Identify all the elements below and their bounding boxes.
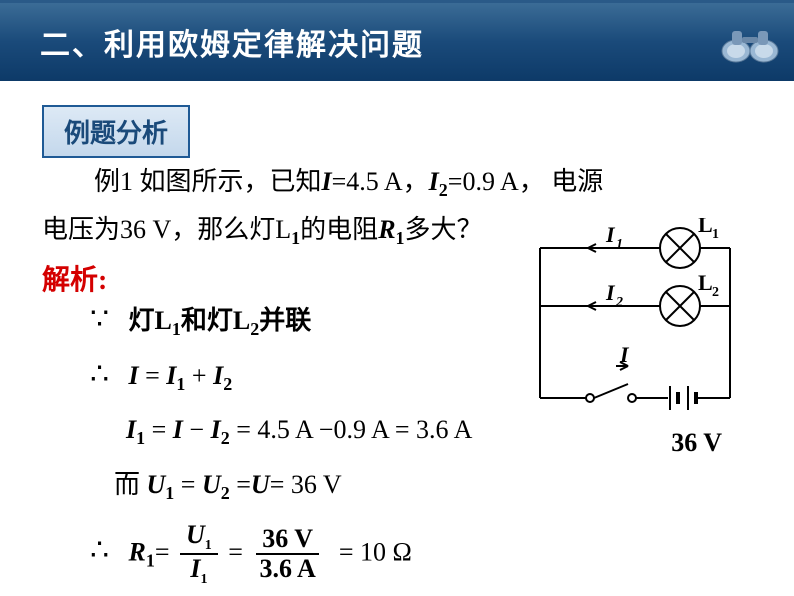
problem-line2c: 多大？	[405, 215, 483, 244]
header-title: 二、利用欧姆定律解决问题	[40, 20, 424, 64]
circuit-i2-label: I	[605, 280, 616, 305]
header-band: 二、利用欧姆定律解决问题	[0, 3, 794, 81]
solution-line-5: ∴ R1= U1I1 = 36 V3.6 A = 10 Ω	[90, 521, 472, 588]
svg-text:2: 2	[615, 295, 623, 310]
solution-block: ∵ 灯L1和灯L2并联 ∴ I = I1 + I2 I1 = I − I2 = …	[90, 298, 472, 590]
voltage-label: 36 V	[671, 428, 722, 458]
circuit-i1-label: I	[605, 222, 616, 247]
example-label: 例题分析	[64, 119, 168, 148]
svg-text:2: 2	[712, 285, 719, 300]
analysis-label-text: 解析:	[42, 265, 107, 296]
problem-i-eq: =4.5 A，	[332, 167, 429, 196]
solution-line-4: 而 U1 = U2 =U= 36 V	[114, 463, 472, 515]
binoculars-icon	[718, 25, 782, 65]
circuit-l1-label: L	[698, 218, 713, 237]
solution-line-3: I1 = I − I2 = 4.5 A −0.9 A = 3.6 A	[126, 408, 472, 460]
problem-line2a: 电压为36 V，那么灯L	[42, 215, 291, 244]
circuit-diagram: I 1 I 2 I L 1 L 2	[520, 218, 750, 418]
svg-text:1: 1	[616, 237, 623, 252]
problem-prefix: 例1 如图所示，已知	[94, 167, 322, 196]
solution-line-1: ∵ 灯L1和灯L2并联	[90, 298, 472, 351]
problem-line2b: 的电阻	[300, 215, 378, 244]
analysis-label: 解析:	[42, 258, 107, 298]
solution-line-2: ∴ I = I1 + I2	[90, 353, 472, 406]
problem-i2-eq: =0.9 A， 电源	[448, 167, 604, 196]
circuit-l2-label: L	[698, 270, 713, 295]
example-label-box: 例题分析	[42, 105, 190, 158]
svg-text:1: 1	[712, 227, 719, 242]
